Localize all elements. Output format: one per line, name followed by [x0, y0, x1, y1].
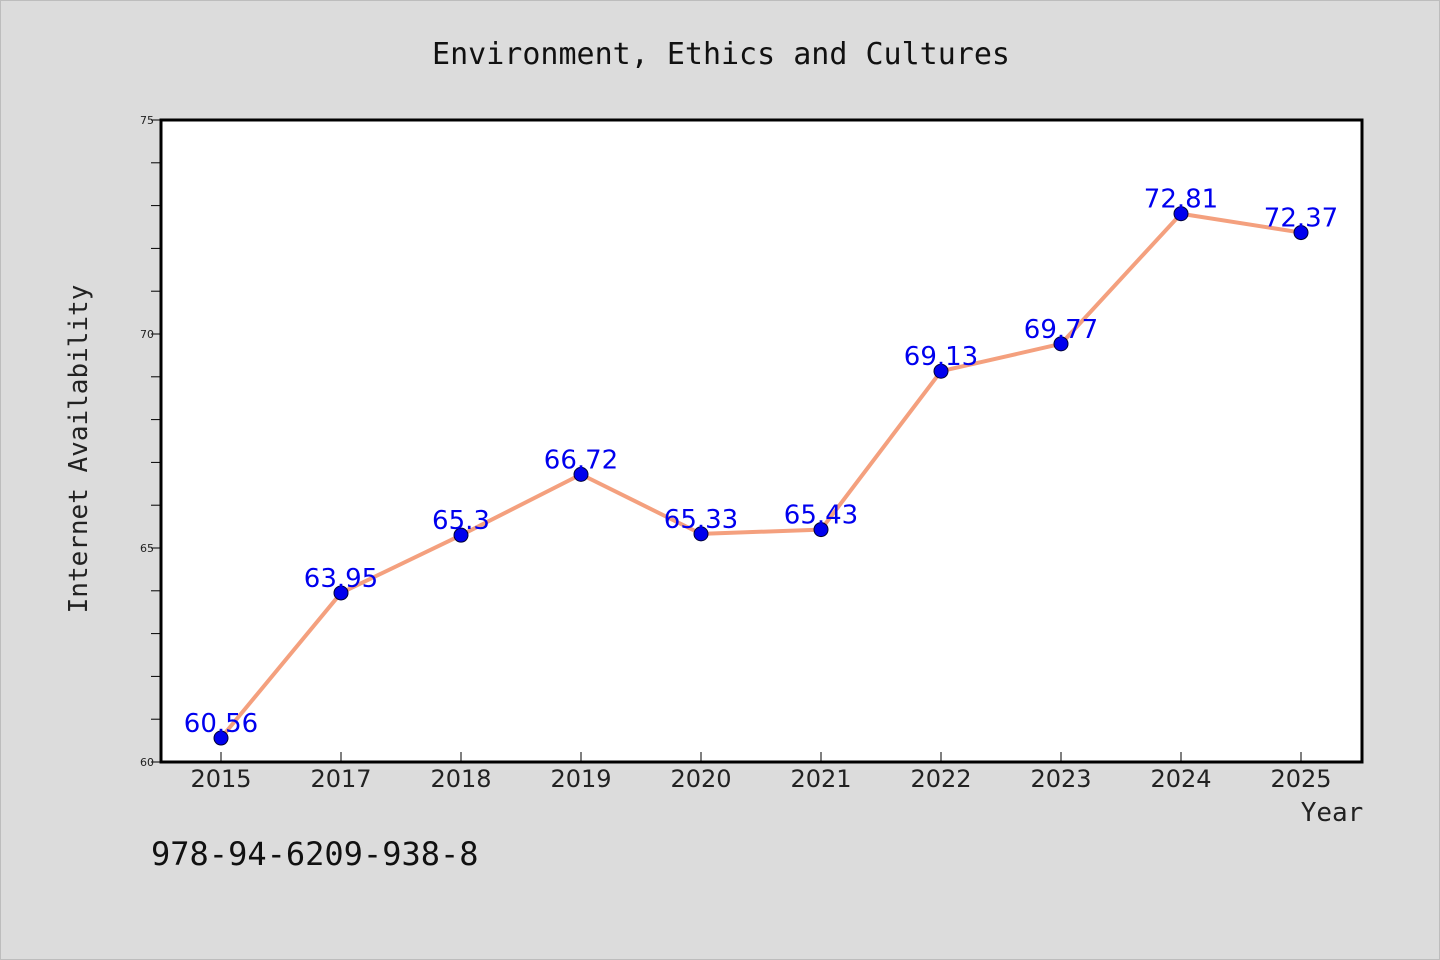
- data-point: [933, 363, 949, 379]
- data-label: 65.33: [664, 505, 738, 535]
- data-label: 63.95: [304, 564, 378, 594]
- x-tick-label: 2021: [790, 765, 851, 793]
- x-tick-label: 2025: [1270, 765, 1331, 793]
- data-labels: 60.56 63.95 65.3 66.72 65.33 65.43 69.13 69.77 7…: [184, 185, 1338, 739]
- data-point: [813, 522, 829, 538]
- isbn-text: 978-94-6209-938-8: [151, 835, 479, 873]
- plot-area: [159, 118, 1364, 764]
- data-point: [213, 730, 229, 746]
- data-label: 69.77: [1024, 315, 1098, 345]
- chart-title: Environment, Ethics and Cultures: [432, 37, 1010, 72]
- series-layer: [213, 206, 1309, 746]
- x-tick-label: 2022: [910, 765, 971, 793]
- y-tick-label: 75: [140, 114, 154, 127]
- x-tick-label: 2023: [1030, 765, 1091, 793]
- y-tick-label: 60: [140, 756, 154, 769]
- data-point: [453, 527, 469, 543]
- data-point: [333, 585, 349, 601]
- data-label: 65.43: [784, 501, 858, 531]
- data-label: 65.3: [432, 506, 490, 536]
- x-tick-label: 2019: [550, 765, 611, 793]
- y-tick-label: 70: [140, 328, 154, 341]
- x-tick-label: 2020: [670, 765, 731, 793]
- data-label: 66.72: [544, 445, 618, 475]
- y-tick-label: 65: [140, 542, 154, 555]
- x-axis: 2015 2017 2018 2019 2020 2021 2022 2023 2024 2025: [190, 752, 1332, 793]
- x-tick-label: 2024: [1150, 765, 1211, 793]
- data-point: [1053, 336, 1069, 352]
- data-point: [693, 526, 709, 542]
- x-tick-label: 2017: [310, 765, 371, 793]
- data-point: [573, 466, 589, 482]
- data-label: 69.13: [904, 342, 978, 372]
- y-axis: 60 65 70 75: [140, 114, 161, 769]
- x-axis-label: Year: [1301, 798, 1364, 828]
- data-point: [1293, 225, 1309, 241]
- data-label: 72.37: [1264, 204, 1338, 234]
- x-tick-label: 2015: [190, 765, 251, 793]
- y-axis-label: Internet Availability: [64, 285, 94, 614]
- series-line: [219, 211, 1303, 741]
- data-point: [1173, 206, 1189, 222]
- data-label: 60.56: [184, 709, 258, 739]
- x-tick-label: 2018: [430, 765, 491, 793]
- data-label: 72.81: [1144, 185, 1218, 215]
